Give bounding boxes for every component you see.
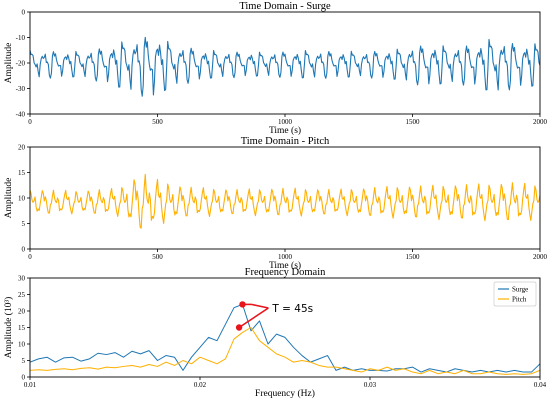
- y-axis-label: Amplitude (10³): [3, 297, 14, 359]
- chart-title: Time Domain - Surge: [239, 1, 331, 12]
- period-annotation: T = 45s: [235, 301, 313, 331]
- plot-frame: [29, 277, 541, 378]
- y-tick-label: 10: [18, 194, 26, 202]
- x-tick-label: 1500: [406, 253, 421, 261]
- x-tick-label: 1500: [406, 118, 421, 126]
- x-tick-label: 500: [152, 253, 163, 261]
- chart-title: Time Domain - Pitch: [241, 136, 330, 147]
- series-line-pitch: [30, 327, 540, 375]
- x-tick-label: 1000: [278, 118, 293, 126]
- x-tick-label: 0.01: [24, 381, 37, 389]
- x-tick-label: 0.02: [194, 381, 207, 389]
- x-tick-label: 0.04: [534, 381, 547, 389]
- y-tick-label: 0: [22, 8, 26, 16]
- x-tick-label: 500: [152, 118, 163, 126]
- annotation-point: [239, 301, 246, 308]
- x-axis-label: Time (s): [269, 260, 301, 271]
- y-axis-label: Amplitude: [4, 43, 14, 84]
- x-tick-label: 2000: [533, 253, 548, 261]
- chart-panel-2: Time Domain - Pitch Time (s) Amplitude 0 500…: [4, 136, 548, 271]
- y-tick-label: 0: [22, 245, 26, 253]
- y-tick-label: 15: [18, 169, 26, 177]
- annotation-point: [235, 324, 243, 331]
- x-axis-label: Time (s): [269, 125, 301, 136]
- y-tick-label: 10: [18, 340, 26, 348]
- legend-label-pitch: Pitch: [512, 295, 527, 303]
- series-line-surge: [30, 303, 540, 373]
- x-axis-label: Frequency (Hz): [255, 388, 315, 399]
- y-tick-label: 0: [22, 373, 26, 381]
- y-tick-label: 15: [18, 324, 26, 332]
- legend: Surge Pitch: [493, 281, 537, 307]
- y-tick-label: 30: [18, 274, 26, 282]
- chart-panel-3: Frequency Domain Frequency (Hz) Amplitude …: [3, 267, 547, 399]
- x-tick-label: 1000: [278, 253, 293, 261]
- x-tick-label: 0: [28, 253, 32, 261]
- plot-frame: [29, 146, 541, 250]
- x-tick-label: 0.03: [364, 381, 377, 389]
- y-tick-label: 5: [22, 357, 26, 365]
- series-line-1: [30, 36, 540, 97]
- series-line-1: [30, 173, 540, 229]
- y-tick-label: 20: [18, 307, 26, 315]
- plot-frame: [29, 11, 541, 115]
- y-tick-label: -40: [16, 110, 26, 118]
- annotation-text: T = 45s: [271, 303, 313, 315]
- y-tick-label: -20: [16, 59, 26, 67]
- y-tick-label: 20: [18, 143, 26, 151]
- y-tick-label: 25: [18, 291, 26, 299]
- y-tick-label: -10: [16, 34, 26, 42]
- chart-panel-1: Time Domain - Surge Time (s) Amplitude 0 500…: [4, 1, 548, 136]
- x-tick-label: 0: [28, 118, 32, 126]
- y-tick-label: 5: [22, 220, 26, 228]
- legend-box: [493, 281, 537, 307]
- legend-label-surge: Surge: [512, 285, 528, 293]
- annotation-line: [238, 307, 269, 329]
- x-tick-label: 2000: [533, 118, 548, 126]
- y-tick-label: -30: [16, 85, 26, 93]
- chart-title: Frequency Domain: [245, 267, 327, 278]
- annotation-line: [251, 303, 269, 309]
- y-axis-label: Amplitude: [4, 178, 14, 219]
